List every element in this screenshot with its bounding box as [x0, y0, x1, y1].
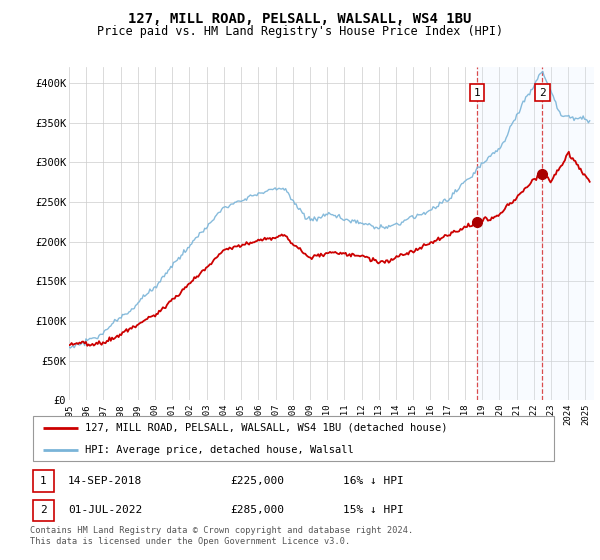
Text: 127, MILL ROAD, PELSALL, WALSALL, WS4 1BU (detached house): 127, MILL ROAD, PELSALL, WALSALL, WS4 1B…: [85, 423, 448, 432]
Text: £225,000: £225,000: [230, 476, 284, 486]
Text: Contains HM Land Registry data © Crown copyright and database right 2024.
This d: Contains HM Land Registry data © Crown c…: [30, 526, 413, 546]
Text: 1: 1: [474, 87, 481, 97]
Text: 01-JUL-2022: 01-JUL-2022: [68, 505, 142, 515]
Bar: [477, 67, 594, 400]
Text: 127, MILL ROAD, PELSALL, WALSALL, WS4 1BU: 127, MILL ROAD, PELSALL, WALSALL, WS4 1B…: [128, 12, 472, 26]
Text: 1: 1: [40, 476, 47, 486]
Text: Price paid vs. HM Land Registry's House Price Index (HPI): Price paid vs. HM Land Registry's House …: [97, 25, 503, 38]
Text: £285,000: £285,000: [230, 505, 284, 515]
Text: 2: 2: [539, 87, 546, 97]
FancyBboxPatch shape: [33, 500, 54, 521]
Text: 2: 2: [40, 505, 47, 515]
Text: 16% ↓ HPI: 16% ↓ HPI: [343, 476, 404, 486]
FancyBboxPatch shape: [32, 416, 554, 461]
FancyBboxPatch shape: [33, 470, 54, 492]
Text: HPI: Average price, detached house, Walsall: HPI: Average price, detached house, Wals…: [85, 445, 354, 455]
Text: 15% ↓ HPI: 15% ↓ HPI: [343, 505, 404, 515]
Text: 14-SEP-2018: 14-SEP-2018: [68, 476, 142, 486]
